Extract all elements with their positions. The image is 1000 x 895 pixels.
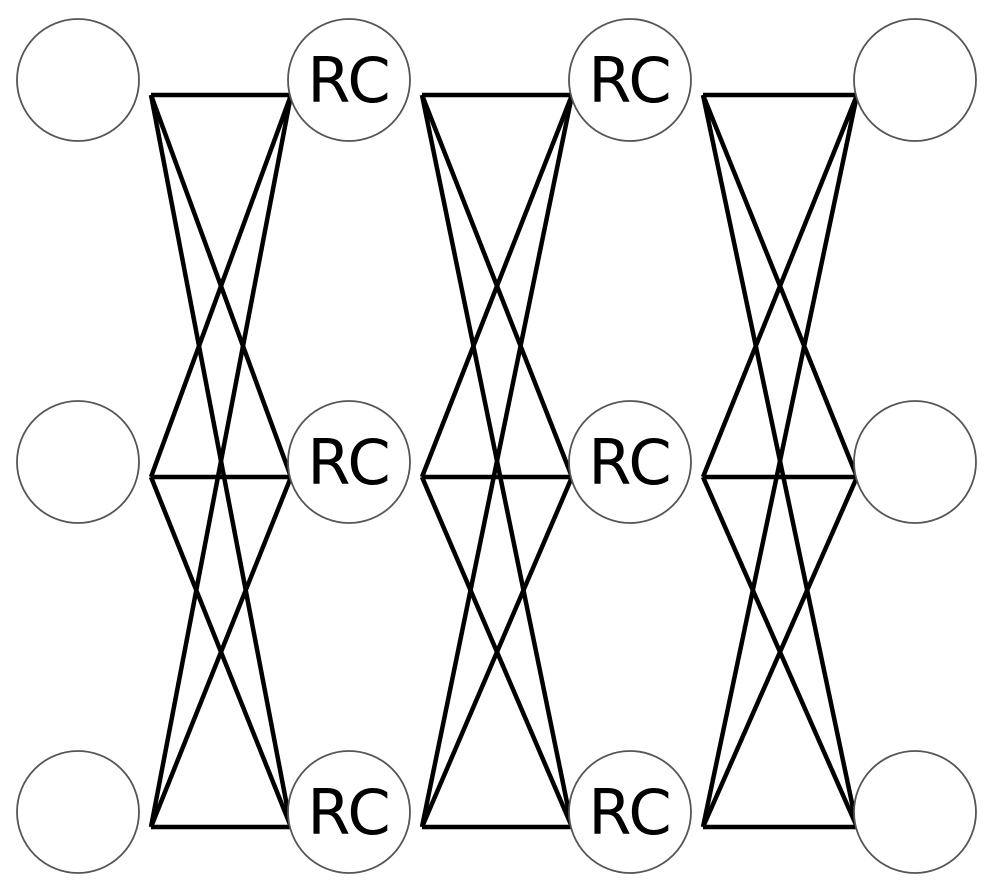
node-circle [287,18,411,142]
node-circle [853,400,977,524]
edge-l2n2-l3n1 [700,476,860,828]
node-circle [16,750,140,874]
node-label: RC [588,44,671,117]
node-label: RC [307,776,390,849]
edge-l0n2-l1n1 [148,476,294,828]
node-l3n1 [853,400,977,524]
edge-l2n2-l3n0 [700,94,860,828]
node-circle [287,750,411,874]
edge-l2n1-l3n0 [700,94,860,478]
node-l1n1: RC [287,400,411,524]
network-nodes: RC RC RC RC RC RC [16,18,977,874]
edge-l1n2-l2n0 [419,94,575,828]
node-circle [16,400,140,524]
edge-l1n2-l2n1 [419,476,575,828]
node-label: RC [307,44,390,117]
node-label: RC [588,426,671,499]
node-l0n1 [16,400,140,524]
edge-l1n1-l2n0 [419,94,575,478]
node-circle [287,400,411,524]
node-l3n0 [853,18,977,142]
node-l1n2: RC [287,750,411,874]
node-l0n0 [16,18,140,142]
node-l2n1: RC [568,400,692,524]
node-circle [568,400,692,524]
node-l2n2: RC [568,750,692,874]
node-l3n2 [853,750,977,874]
node-circle [853,750,977,874]
node-circle [568,18,692,142]
connection-edges [148,92,860,830]
node-l1n0: RC [287,18,411,142]
node-label: RC [588,776,671,849]
node-circle [568,750,692,874]
edge-l0n2-l1n0 [148,94,294,828]
node-circle [16,18,140,142]
node-circle [853,18,977,142]
node-l0n2 [16,750,140,874]
node-label: RC [307,426,390,499]
node-l2n0: RC [568,18,692,142]
edge-l0n1-l1n0 [148,94,294,478]
